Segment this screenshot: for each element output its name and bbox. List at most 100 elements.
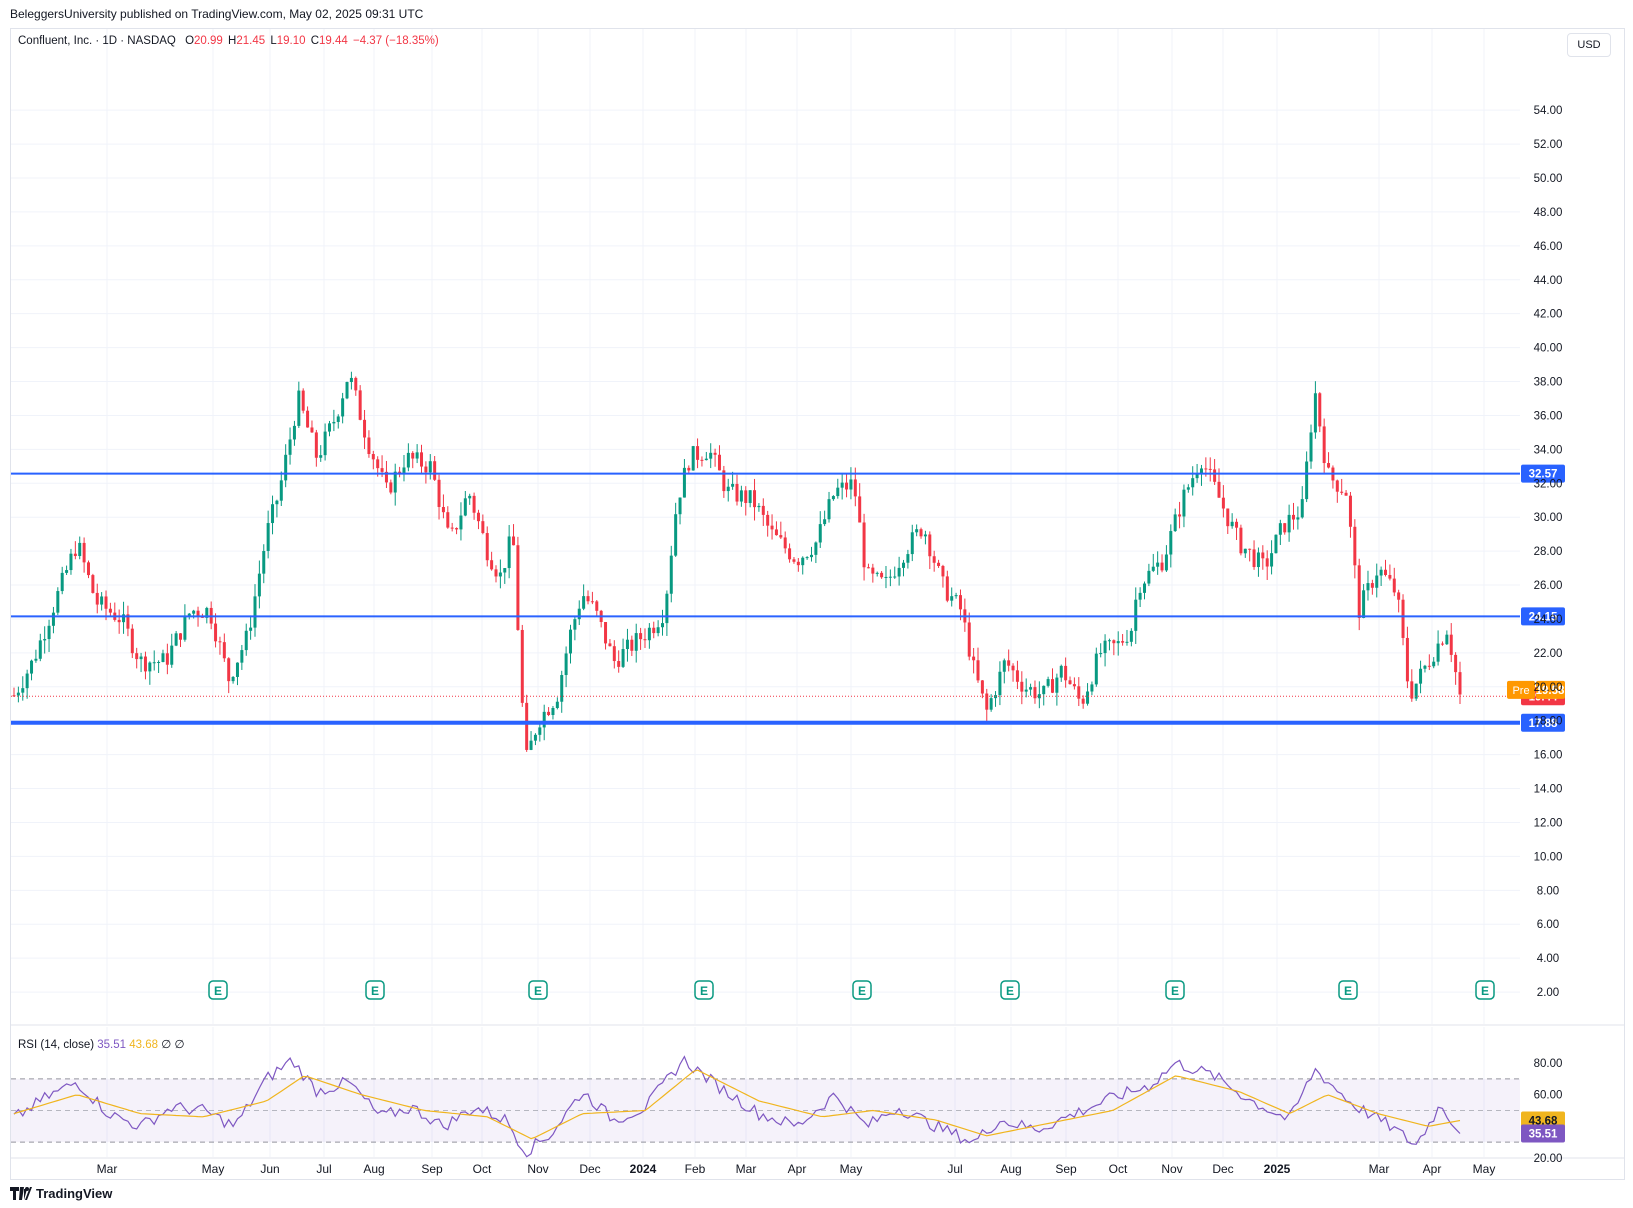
candle-body [476,512,480,522]
earnings-marker [694,980,714,1000]
candle-body [954,595,958,597]
rsi-legend: RSI (14, close) 35.51 43.68 ∅ ∅ [18,1037,185,1051]
candle-body [187,613,191,616]
candle-body [691,446,695,471]
currency-button[interactable]: USD [1567,33,1611,57]
candle-body [1410,681,1414,699]
rsi-value: 35.51 [97,1039,127,1051]
candle-body [459,515,463,530]
candle-body [512,536,516,546]
candle-body [174,633,178,646]
candle-body [555,701,559,709]
chart-frame [10,28,1625,1180]
candle-body [735,483,739,502]
candle-body [1134,599,1138,631]
earnings-marker-label: E [214,984,222,998]
candle-body [82,542,86,563]
tradingview-logo[interactable]: TradingView [10,1186,112,1201]
candle-body [51,612,55,626]
candle-body [12,695,16,697]
time-tick-label: Aug [363,1162,384,1176]
candle-body [1199,468,1203,475]
time-tick-label: Apr [1423,1162,1442,1176]
candle-body [568,629,572,654]
close-label: C [310,35,320,47]
candle-body [845,482,849,490]
candle-body [192,610,196,614]
candle-body [1305,461,1309,500]
candle-body [717,454,721,471]
price-tick-label: 12.00 [1534,817,1563,829]
candle-body [402,467,406,473]
time-tick-label: Jun [260,1162,279,1176]
candle-body [779,535,783,538]
candle-body [1449,634,1453,655]
candle-body [639,633,643,640]
candle-body [590,601,594,603]
candle-body [823,519,827,525]
candle-body [586,596,590,602]
time-axis[interactable]: Mar May Jun Jul Aug Sep Oct Nov Dec 2024 Feb Mar Apr… [97,1162,1496,1176]
price-tick-label: 10.00 [1534,851,1563,863]
time-tick-label: Dec [1212,1162,1233,1176]
candle-body [1221,497,1225,509]
candle-body [661,623,665,628]
candle-body [218,641,222,643]
candle-body [980,680,984,694]
candle-body [818,524,822,543]
candle-body [682,467,686,498]
candle-body [463,498,467,516]
candle-body [446,512,450,528]
candle-body [1375,575,1379,588]
candle-body [1270,553,1274,567]
high-value: 21.45 [236,35,266,47]
candle-body [1353,526,1357,566]
candle-body [972,656,976,661]
candle-body [1423,665,1427,669]
rsi-ma-value: 43.68 [129,1039,159,1051]
earnings-marker [1338,980,1358,1000]
time-tick-label: Jul [947,1162,962,1176]
candle-body [1011,665,1015,671]
earnings-marker-label: E [534,984,542,998]
candle-body [792,559,796,562]
candle-body [1287,514,1291,533]
candle-body [801,557,805,566]
candle-body [989,698,993,710]
candle-body [1436,643,1440,662]
candle-body [358,390,362,420]
candle-body [1340,491,1344,493]
candle-body [86,562,90,576]
candle-body [547,711,551,715]
candle-body [928,534,932,557]
price-axis[interactable]: 54.00 52.00 50.00 48.00 46.00 44.00 42.00 40.00… [1534,105,1563,999]
price-tick-label: 4.00 [1537,953,1559,965]
candle-body [1086,691,1090,704]
candle-body [222,642,226,659]
candle-body [625,639,629,650]
candle-body [783,537,787,549]
candle-body [1042,685,1046,695]
candle-body [1366,583,1370,591]
candle-body [621,649,625,667]
rsi-line [13,1055,1461,1158]
candle-body [1226,508,1230,527]
candle-body [349,377,353,383]
candle-body [1072,684,1076,687]
level-price-label: 24.15 [1529,611,1558,623]
candle-body [1055,677,1059,693]
candle-body [902,562,906,568]
candle-body [704,458,708,461]
candle-body [1164,554,1168,571]
price-tick-label: 8.00 [1537,885,1559,897]
rsi-extra-2: ∅ [174,1039,185,1051]
rsi-tick-label: 60.00 [1534,1090,1563,1102]
candle-body [1116,641,1120,644]
candle-body [564,653,568,676]
candle-body [1313,393,1317,433]
candle-body [529,740,533,750]
candle-body [275,500,279,505]
